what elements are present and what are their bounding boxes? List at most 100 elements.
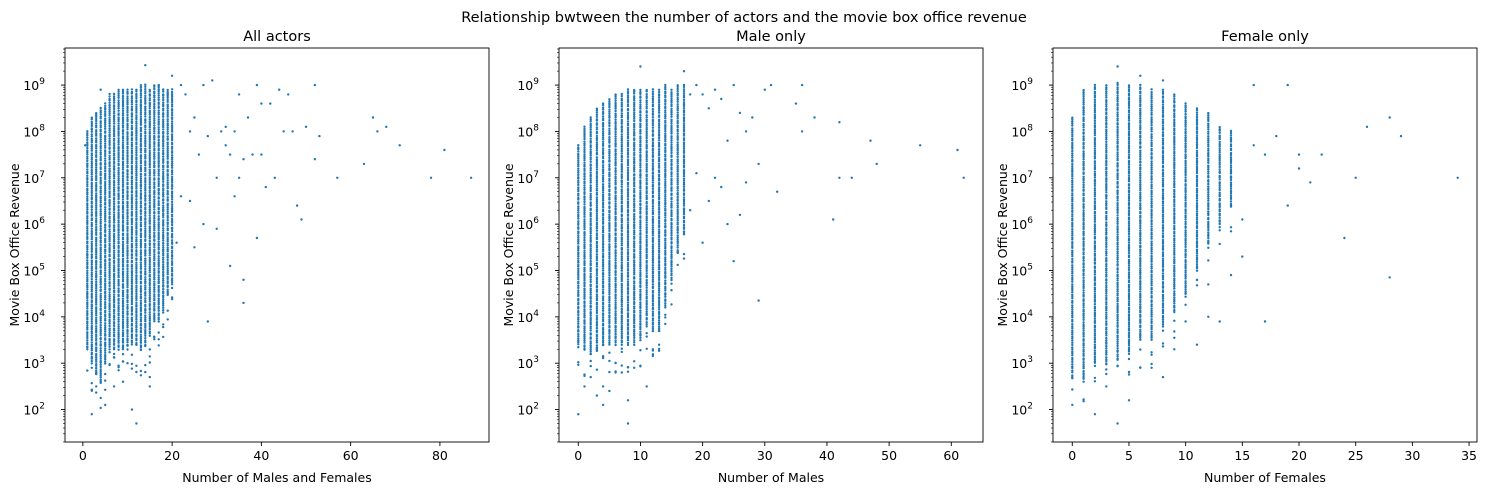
scatter-point: [589, 196, 592, 199]
scatter-point: [645, 269, 648, 273]
scatter-point: [144, 311, 147, 314]
scatter-point: [633, 187, 636, 190]
scatter-point: [595, 212, 599, 215]
scatter-point: [639, 118, 642, 121]
scatter-point: [95, 212, 98, 216]
scatter-point: [583, 339, 586, 342]
scatter-point: [583, 231, 586, 234]
scatter-point: [202, 222, 205, 226]
scatter-point: [595, 311, 599, 315]
scatter-point: [1071, 274, 1074, 277]
scatter-point: [130, 120, 134, 123]
scatter-point: [117, 331, 120, 335]
scatter-point: [682, 92, 686, 96]
scatter-point: [645, 206, 648, 210]
scatter-point: [112, 112, 116, 115]
scatter-point: [170, 177, 174, 181]
scatter-point: [639, 199, 642, 203]
scatter-point: [117, 339, 120, 342]
scatter-point: [112, 129, 116, 132]
scatter-point: [144, 265, 147, 268]
scatter-point: [99, 111, 102, 114]
scatter-point: [601, 330, 605, 334]
scatter-point: [670, 145, 673, 149]
scatter-point: [583, 163, 586, 167]
scatter-point: [170, 187, 174, 190]
scatter-point: [595, 229, 599, 232]
scatter-point: [99, 193, 102, 196]
scatter-point: [157, 165, 160, 169]
scatter-point: [645, 141, 648, 144]
scatter-point: [166, 90, 169, 94]
scatter-point: [657, 343, 661, 346]
scatter-point: [639, 314, 642, 317]
scatter-point: [626, 339, 630, 342]
scatter-point: [601, 326, 605, 330]
scatter-point: [148, 281, 151, 285]
scatter-point: [148, 125, 151, 129]
scatter-point: [639, 124, 642, 127]
scatter-point: [144, 318, 147, 321]
scatter-point: [162, 112, 165, 115]
scatter-point: [682, 70, 686, 73]
scatter-point: [95, 183, 98, 187]
scatter-point: [148, 153, 151, 157]
scatter-point: [108, 274, 111, 277]
scatter-point: [126, 135, 129, 138]
scatter-point: [595, 346, 599, 349]
scatter-point: [608, 209, 611, 212]
scatter-point: [162, 239, 165, 242]
scatter-point: [104, 214, 107, 217]
scatter-point: [90, 292, 94, 296]
scatter-point: [595, 290, 599, 293]
scatter-point: [117, 197, 120, 201]
scatter-point: [112, 200, 116, 203]
scatter-point: [104, 172, 107, 175]
scatter-point: [376, 130, 379, 133]
scatter-point: [139, 99, 143, 102]
scatter-point: [657, 245, 661, 248]
scatter-point: [614, 124, 617, 128]
scatter-point: [664, 130, 667, 133]
scatter-point: [639, 65, 642, 68]
scatter-point: [657, 131, 661, 134]
scatter-point: [639, 135, 642, 138]
scatter-point: [90, 177, 94, 181]
scatter-point: [139, 166, 143, 170]
scatter-point: [595, 348, 599, 351]
scatter-point: [104, 159, 107, 162]
scatter-point: [135, 337, 138, 340]
scatter-point: [126, 116, 129, 119]
scatter-point: [95, 295, 98, 298]
scatter-point: [153, 265, 156, 268]
scatter-point: [99, 368, 102, 371]
scatter-point: [657, 200, 661, 203]
scatter-point: [95, 343, 98, 347]
scatter-point: [148, 355, 151, 358]
scatter-point: [595, 143, 599, 146]
scatter-point: [633, 302, 636, 306]
scatter-point: [170, 277, 174, 280]
scatter-point: [620, 198, 623, 201]
scatter-point: [601, 258, 605, 262]
scatter-point: [682, 174, 686, 178]
scatter-point: [117, 240, 120, 244]
scatter-point: [215, 176, 218, 179]
scatter-point: [608, 213, 611, 216]
scatter-point: [620, 135, 623, 138]
scatter-point: [117, 183, 120, 186]
scatter-point: [157, 141, 160, 144]
scatter-point: [117, 158, 120, 161]
scatter-point: [99, 326, 102, 329]
scatter-point: [589, 173, 592, 177]
scatter-point: [583, 270, 586, 273]
scatter-point: [108, 230, 111, 233]
scatter-point: [744, 181, 748, 184]
scatter-point: [162, 147, 165, 150]
scatter-point: [664, 170, 667, 173]
scatter-point: [626, 213, 630, 216]
scatter-point: [639, 223, 642, 226]
scatter-point: [670, 126, 673, 130]
scatter-point: [595, 122, 599, 125]
